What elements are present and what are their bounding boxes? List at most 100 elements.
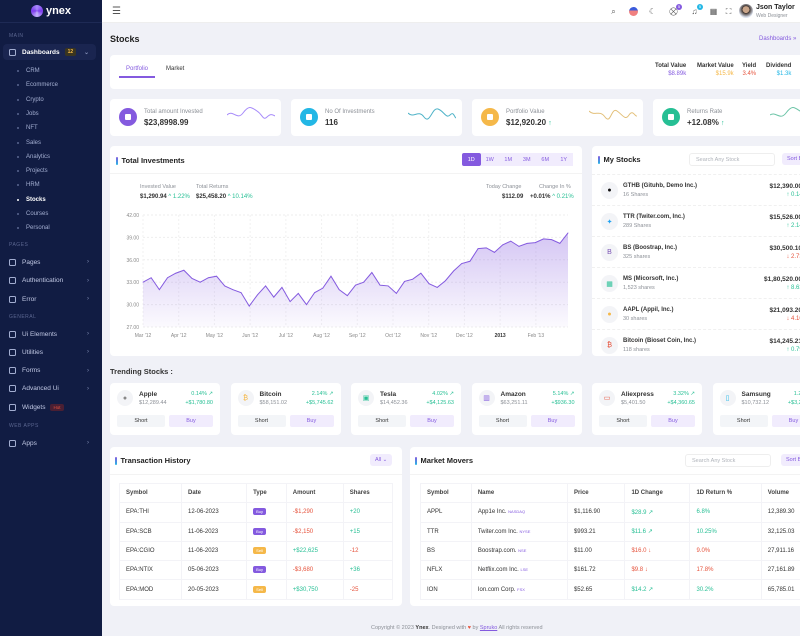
return-cell: 9.0% [689, 540, 762, 562]
user-name[interactable]: Json Taylor [756, 4, 795, 11]
stock-list-item[interactable]: ▦ MS (Micorsoft, Inc.) 1,523 shares $1,80,5… [592, 267, 800, 298]
stock-search-input[interactable]: Search Any Stock [689, 153, 775, 166]
filter-dropdown[interactable]: All ⌄ [370, 454, 393, 466]
sidebar-item-authentication[interactable]: Authentication › [3, 273, 96, 289]
short-button[interactable]: Short [599, 415, 647, 427]
data-point [371, 272, 373, 273]
short-button[interactable]: Short [358, 415, 406, 427]
sidebar-item-forms[interactable]: Forms › [3, 363, 96, 379]
sidebar-item-apps[interactable]: Apps › [3, 435, 96, 451]
subitem-label: Courses [26, 211, 49, 217]
sidebar-subitem-hrm[interactable]: HRM [17, 182, 40, 188]
sidebar-subitem-crypto[interactable]: Crypto [17, 97, 44, 103]
summary-label: Market Value [697, 63, 734, 69]
column-header[interactable]: Price [566, 482, 626, 504]
sidebar-subitem-ecommerce[interactable]: Ecommerce [17, 82, 58, 88]
sidebar-subitem-crm[interactable]: CRM [17, 68, 40, 74]
menu-toggle-icon[interactable]: ☰ [112, 6, 121, 17]
column-header[interactable]: 1D Return % [689, 482, 762, 504]
sidebar-subitem-sales[interactable]: Sales [17, 140, 41, 146]
stock-list-item[interactable]: B BS (Boostrap, Inc.) 325 shares $30,500.10… [592, 236, 800, 267]
avatar[interactable] [739, 4, 753, 18]
timeframe-1y[interactable]: 1Y [554, 153, 573, 166]
column-header[interactable]: Volume [760, 482, 800, 504]
stock-list-item[interactable]: ● AAPL (Appil, Inc.) 30 shares $21,093.20 ↓ … [592, 298, 800, 329]
flag-us-icon[interactable] [629, 7, 638, 16]
trending-price: $10,732.12 [741, 400, 770, 406]
data-point [338, 289, 340, 291]
apps-grid-icon[interactable]: ▦ [709, 7, 718, 16]
sidebar-subitem-analytics[interactable]: Analytics [17, 154, 50, 160]
sidebar-item-widgets[interactable]: Widgets Hot [3, 399, 96, 415]
column-header[interactable]: Type [246, 482, 287, 504]
transactions-table: Symbol Date Type Amount Shares EPA:THI 12-06-2… [119, 482, 394, 600]
sidebar-subitem-personal[interactable]: Personal [17, 225, 50, 231]
data-point [297, 293, 299, 294]
sort-by-button[interactable]: Sort By [781, 454, 800, 466]
buy-button[interactable]: Buy [651, 415, 695, 427]
chevron-right-icon: › [87, 259, 89, 265]
sidebar-item-ui-elements[interactable]: Ui Elements › [3, 326, 96, 342]
stock-list-item[interactable]: ✦ TTR (Twiter.com, Inc.) 289 Shares $15,526… [592, 205, 800, 236]
column-header[interactable]: Symbol [119, 482, 182, 504]
timeframe-1d[interactable]: 1D [462, 153, 481, 166]
tools-icon [9, 348, 16, 356]
column-header[interactable]: Symbol [420, 482, 472, 504]
sidebar-item-utilities[interactable]: Utilities › [3, 344, 96, 360]
short-button[interactable]: Short [117, 415, 165, 427]
sidebar-subitem-jobs[interactable]: Jobs [17, 111, 39, 117]
search-icon[interactable]: ⌕ [611, 7, 616, 16]
timeframe-1m[interactable]: 1M [499, 153, 518, 166]
short-button[interactable]: Short [478, 415, 527, 427]
table-row: EPA:SCB 11-06-2023 Buy -$2,150 +15 [119, 521, 394, 542]
trending-name: Apple [139, 391, 158, 398]
x-tick-label: Nov '12 [420, 333, 437, 339]
bell-icon[interactable]: ♫ 5 [691, 4, 703, 16]
stock-list-item[interactable]: ₿ Bitcoin (Bioset Coin, Inc.) 118 shares $1… [592, 329, 800, 360]
market-movers-card: Market Movers Search Any Stock Sort By S… [410, 447, 800, 606]
amount-cell: -$1,290 [285, 502, 344, 523]
column-header[interactable]: Name [470, 482, 568, 504]
sidebar-subitem-courses[interactable]: Courses [17, 211, 48, 217]
column-header[interactable]: Date [180, 482, 248, 504]
tab-market[interactable]: Market [166, 66, 185, 72]
sort-by-button[interactable]: Sort By [782, 153, 800, 165]
sidebar-item-pages[interactable]: Pages › [3, 254, 96, 270]
buy-button[interactable]: Buy [771, 415, 800, 427]
short-button[interactable]: Short [237, 415, 286, 427]
fullscreen-icon[interactable]: ⛶ [725, 7, 732, 16]
breadcrumb-item[interactable]: Dashboards [759, 36, 792, 42]
sidebar-subitem-projects[interactable]: Projects [17, 168, 48, 174]
date-cell: 12-06-2023 [180, 502, 248, 523]
buy-button[interactable]: Buy [530, 415, 575, 427]
sidebar-subitem-nft[interactable]: NFT [17, 125, 38, 131]
name-cell: Twiter.com Inc. NYSE [470, 521, 568, 542]
sidebar-item-dashboards[interactable]: Dashboards 12 ⌄ [3, 44, 96, 60]
column-header[interactable]: 1D Change [624, 482, 691, 504]
sidebar-item-advanced-ui[interactable]: Advanced Ui › [3, 381, 96, 397]
buy-button[interactable]: Buy [289, 415, 334, 427]
mover-search-input[interactable]: Search Any Stock [685, 454, 771, 467]
data-point [567, 232, 569, 234]
sidebar-subitem-stocks[interactable]: Stocks [17, 197, 46, 203]
cart-icon[interactable]: ⛒ 5 [669, 4, 682, 16]
timeframe-1w[interactable]: 1W [480, 153, 499, 166]
timeframe-3m[interactable]: 3M [517, 153, 536, 166]
tab-portfolio[interactable]: Portfolio [119, 66, 156, 78]
short-button[interactable]: Short [719, 415, 768, 427]
moon-icon[interactable]: ☾ [648, 7, 657, 16]
amount-cell: -$3,680 [285, 560, 344, 581]
breadcrumb[interactable]: Dashboards » [759, 36, 797, 42]
table-row: TTR Twiter.com Inc. NYSE $993.21 $11.6 ↗ 10.… [420, 521, 800, 542]
buy-button[interactable]: Buy [169, 415, 213, 427]
column-header[interactable]: Shares [342, 482, 394, 504]
timeframe-6m[interactable]: 6M [536, 153, 555, 166]
stock-list-item[interactable]: ● GTHB (Gituhb, Demo Inc.) 16 Shares $12,39… [592, 174, 800, 205]
logo[interactable]: ynex [0, 0, 102, 23]
author-link[interactable]: Spruko [479, 625, 498, 631]
column-header[interactable]: Amount [285, 482, 344, 504]
buy-button[interactable]: Buy [410, 415, 454, 427]
sidebar-item-error[interactable]: Error › [3, 291, 96, 307]
data-point [395, 293, 397, 294]
card-title: My Stocks [598, 155, 641, 164]
